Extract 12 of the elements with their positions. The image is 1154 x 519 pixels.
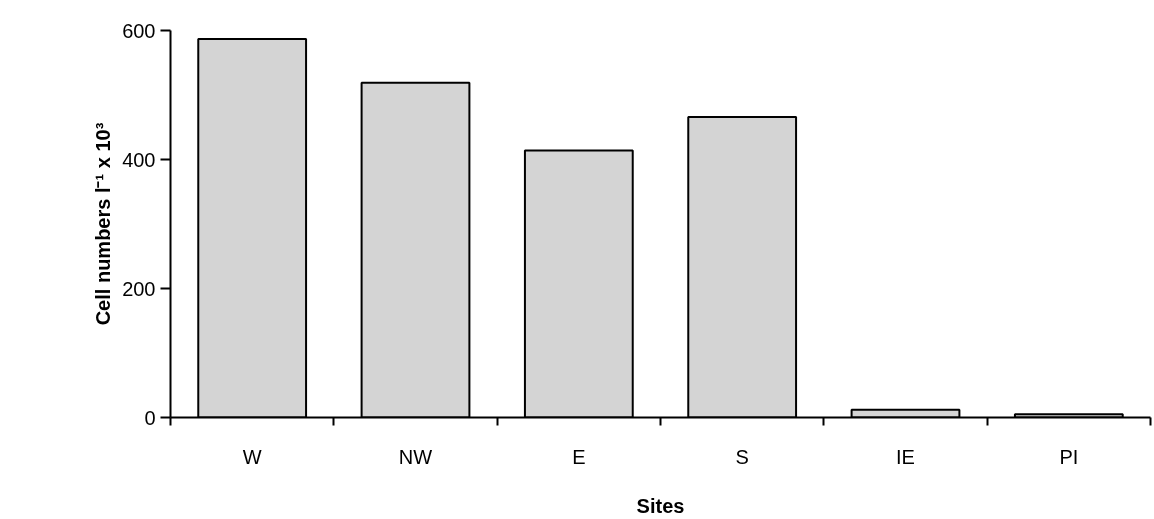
y-tick-label: 200 xyxy=(122,277,156,300)
x-tick-label: S xyxy=(735,445,749,468)
x-tick-label: PI xyxy=(1059,445,1079,468)
x-tick-label: W xyxy=(242,445,262,468)
y-axis-title: Cell numbers l⁻¹ x 10³ xyxy=(92,122,115,326)
y-tick-label: 600 xyxy=(122,19,156,42)
x-tick-label: E xyxy=(572,445,586,468)
y-tick-label: 0 xyxy=(144,406,156,429)
x-axis-title: Sites xyxy=(636,494,685,517)
x-tick-label: IE xyxy=(896,445,915,468)
x-tick-label: NW xyxy=(398,445,433,468)
y-tick-label: 400 xyxy=(122,148,156,171)
